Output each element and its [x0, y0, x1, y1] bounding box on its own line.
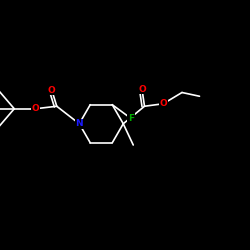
Text: O: O	[138, 85, 146, 94]
Text: F: F	[128, 114, 134, 123]
Text: O: O	[159, 99, 167, 108]
Text: O: O	[32, 104, 40, 113]
Text: N: N	[76, 119, 83, 128]
Text: O: O	[48, 86, 56, 94]
